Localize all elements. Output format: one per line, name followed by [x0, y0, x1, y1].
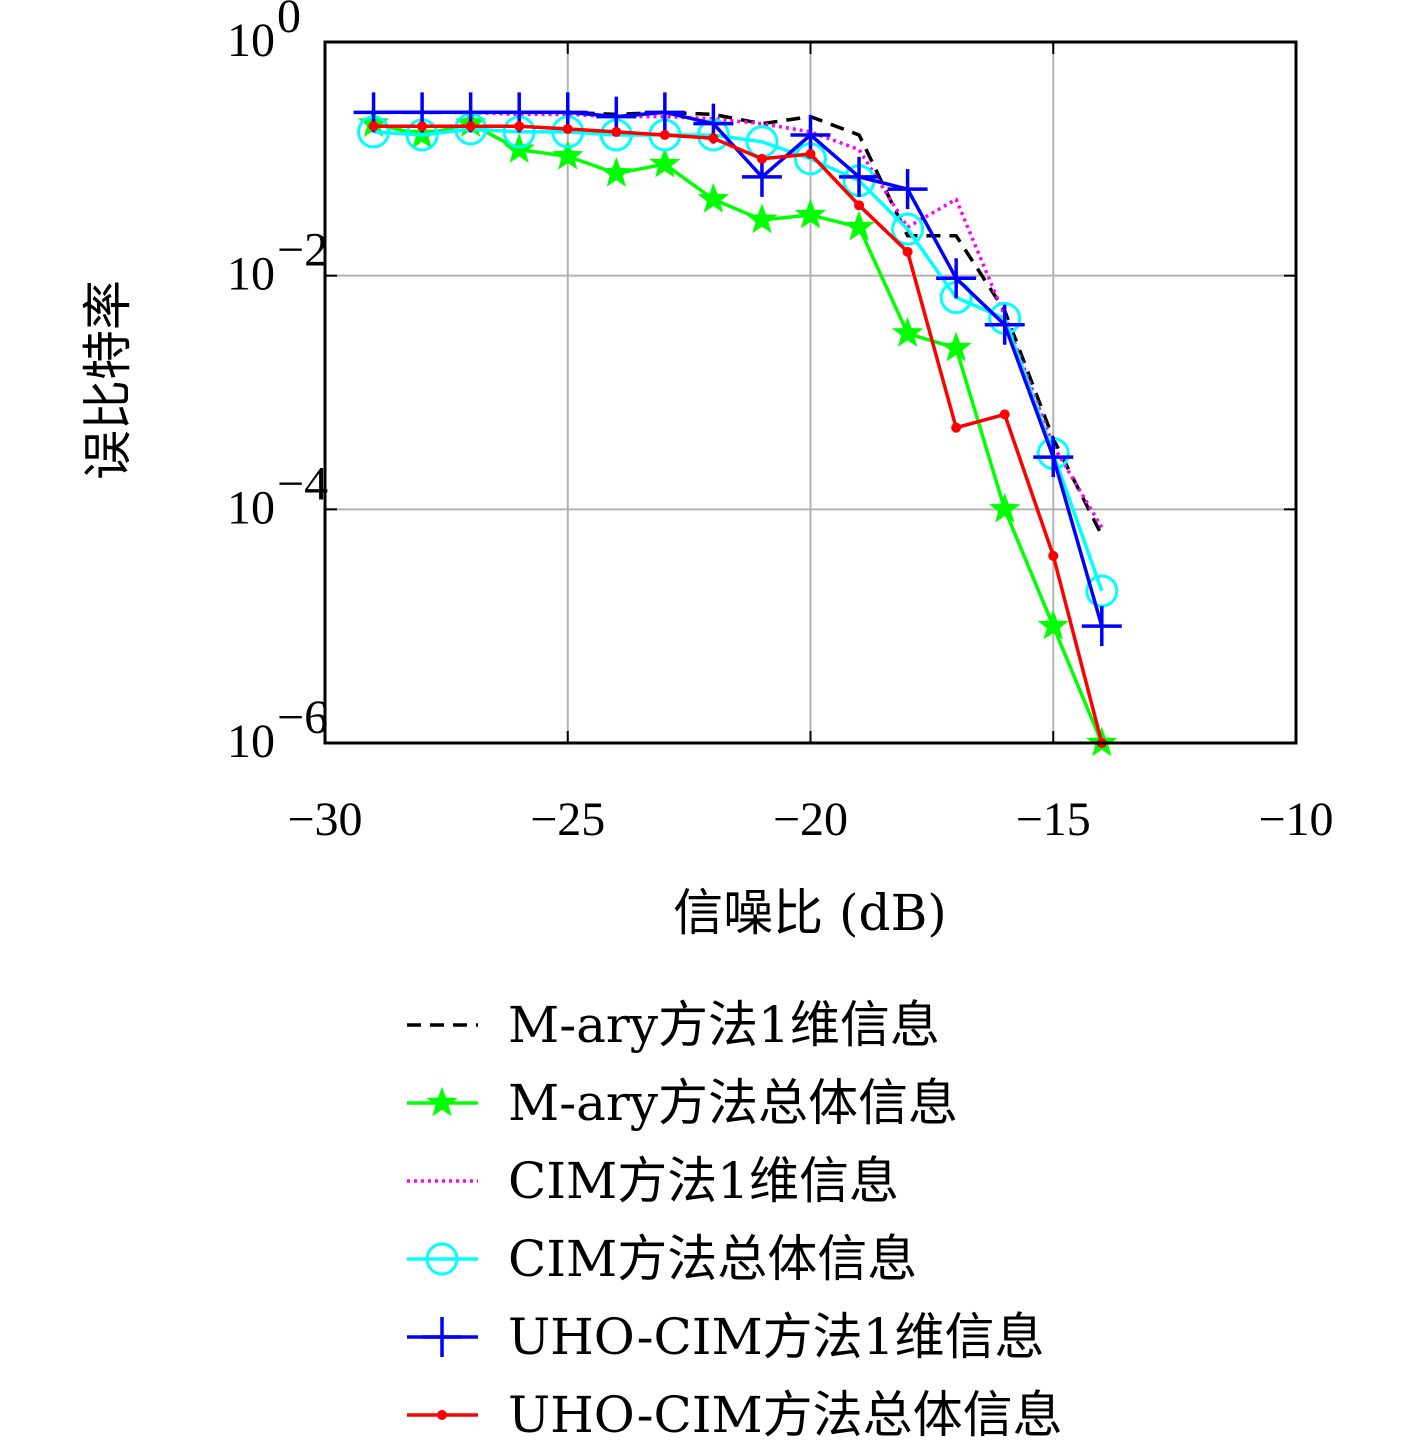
data-point-uho-cim-total — [951, 422, 962, 433]
data-point-uho-cim-1d — [984, 304, 1025, 345]
legend-item-uho-cim-total: UHO-CIM方法总体信息 — [407, 1386, 1063, 1444]
legend-label: M-ary方法1维信息 — [508, 996, 940, 1054]
data-point-uho-cim-total — [999, 409, 1010, 420]
data-point-uho-cim-total — [659, 129, 670, 140]
data-point-uho-cim-total — [562, 124, 573, 135]
legend-swatch-marker — [437, 1410, 447, 1420]
series-line-uho-cim-total — [373, 124, 1104, 744]
y-axis-title: 误比特率 — [79, 280, 137, 480]
data-point-uho-cim-total — [514, 121, 525, 132]
data-point-mary-total — [649, 147, 681, 178]
series-mary-total — [357, 107, 1118, 757]
x-tick-label: −20 — [773, 793, 848, 846]
y-tick-exponent: −4 — [277, 457, 328, 510]
data-point-mary-total — [552, 139, 584, 170]
y-tick-exponent: 0 — [277, 0, 301, 43]
data-point-mary-total — [843, 210, 875, 241]
legend-label: UHO-CIM方法1维信息 — [508, 1308, 1044, 1366]
data-point-uho-cim-1d — [1081, 606, 1122, 647]
legend-swatch-marker — [422, 1317, 462, 1357]
data-point-mary-total — [940, 331, 972, 362]
x-tick-label: −25 — [530, 793, 605, 846]
series-uho-cim-1d — [353, 92, 1122, 647]
y-tick-label: 10 — [227, 715, 275, 768]
data-point-uho-cim-1d — [1033, 437, 1074, 478]
series-line-uho-cim-1d — [373, 110, 1104, 627]
y-tick-label: 10 — [227, 481, 275, 534]
data-point-uho-cim-1d — [644, 92, 685, 133]
data-point-uho-cim-total — [756, 153, 767, 164]
data-point-uho-cim-total — [368, 121, 379, 132]
data-point-uho-cim-total — [465, 121, 476, 132]
y-tick-exponent: −2 — [277, 224, 328, 277]
data-point-uho-cim-1d — [839, 156, 880, 197]
data-point-cim-total — [1085, 574, 1119, 608]
legend-item-cim-total: CIM方法总体信息 — [407, 1230, 917, 1288]
legend-label: CIM方法1维信息 — [508, 1152, 899, 1210]
legend-label: CIM方法总体信息 — [508, 1230, 917, 1288]
data-point-uho-cim-total — [854, 200, 865, 211]
data-point-uho-cim-total — [902, 246, 913, 257]
data-point-uho-cim-total — [611, 126, 622, 137]
legend-swatch-marker — [425, 1242, 459, 1276]
data-point-mary-total — [600, 156, 632, 187]
series-line-mary-total — [373, 121, 1104, 744]
x-tick-label: −15 — [1016, 793, 1091, 846]
data-point-mary-total — [989, 492, 1021, 523]
series-line-cim-total — [373, 127, 1104, 592]
data-point-uho-cim-total — [417, 121, 428, 132]
data-point-uho-cim-total — [805, 148, 816, 159]
legend-label: UHO-CIM方法总体信息 — [508, 1386, 1063, 1444]
data-point-uho-cim-total — [1048, 550, 1059, 561]
data-point-uho-cim-1d — [936, 258, 977, 299]
x-axis-title: 信噪比 (dB) — [673, 884, 947, 942]
legend-label: M-ary方法总体信息 — [508, 1074, 958, 1132]
y-tick-label: 10 — [227, 14, 275, 67]
data-point-uho-cim-total — [708, 133, 719, 144]
x-tick-label: −30 — [287, 793, 362, 846]
series-uho-cim-total — [368, 121, 1107, 748]
legend-item-mary-1d: M-ary方法1维信息 — [407, 996, 940, 1054]
y-tick-exponent: −6 — [277, 691, 328, 744]
legend-item-mary-total: M-ary方法总体信息 — [407, 1074, 958, 1132]
legend: M-ary方法1维信息 M-ary方法总体信息 CIM方法1维信息 CIM方法总体信息… — [407, 996, 1063, 1444]
data-point-cim-total — [891, 212, 925, 246]
data-point-mary-total — [1037, 609, 1069, 640]
legend-item-cim-1d: CIM方法1维信息 — [407, 1152, 899, 1210]
data-point-mary-total — [697, 182, 730, 213]
data-point-mary-total — [891, 317, 924, 347]
data-point-mary-total — [746, 203, 778, 234]
x-tick-label: −10 — [1258, 793, 1333, 846]
y-tick-label: 10 — [227, 248, 275, 301]
legend-item-uho-cim-1d: UHO-CIM方法1维信息 — [407, 1308, 1044, 1366]
data-point-mary-total — [794, 198, 827, 229]
series-layer — [353, 92, 1122, 757]
series-cim-total — [357, 112, 1119, 608]
data-point-uho-cim-1d — [887, 169, 928, 210]
data-point-uho-cim-1d — [790, 114, 831, 155]
legend-swatch-marker — [426, 1086, 458, 1117]
